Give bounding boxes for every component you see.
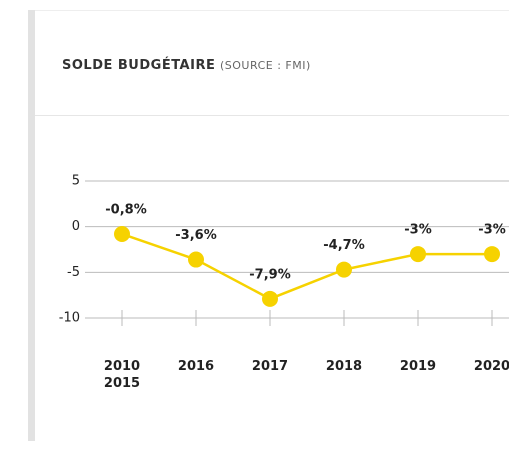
y-tick-label: 0 [72, 219, 80, 234]
separator [35, 115, 509, 116]
x-tick-label: 2017 [251, 359, 289, 374]
point [410, 246, 426, 263]
card-title: SOLDE BUDGÉTAIRE (SOURCE : FMI) [62, 58, 311, 73]
x-tick-label: 2016 [177, 359, 215, 374]
point [484, 246, 500, 263]
x-tick-label: 2018 [325, 359, 363, 374]
data-label: -4,7% [323, 238, 364, 253]
point [336, 261, 352, 278]
y-tick-label: -10 [59, 311, 80, 326]
y-tick-label: -5 [67, 265, 80, 280]
data-label: -3,6% [175, 228, 216, 243]
point [262, 290, 278, 307]
source: (SOURCE : FMI) [220, 59, 311, 72]
point [188, 251, 204, 268]
data-label: -3% [478, 223, 505, 238]
data-label: -3% [404, 223, 431, 238]
data-label: -7,9% [249, 267, 290, 282]
series-line [121, 232, 492, 301]
data-label: -0,8% [105, 202, 146, 217]
x-tick-label: 2010 2015 [103, 359, 141, 391]
card [35, 10, 509, 441]
title: SOLDE BUDGÉTAIRE [62, 58, 216, 73]
y-tick-label: 5 [72, 174, 80, 189]
point [114, 225, 130, 242]
x-tick-label: 2020 [473, 359, 509, 374]
x-tick-label: 2019 [399, 359, 437, 374]
